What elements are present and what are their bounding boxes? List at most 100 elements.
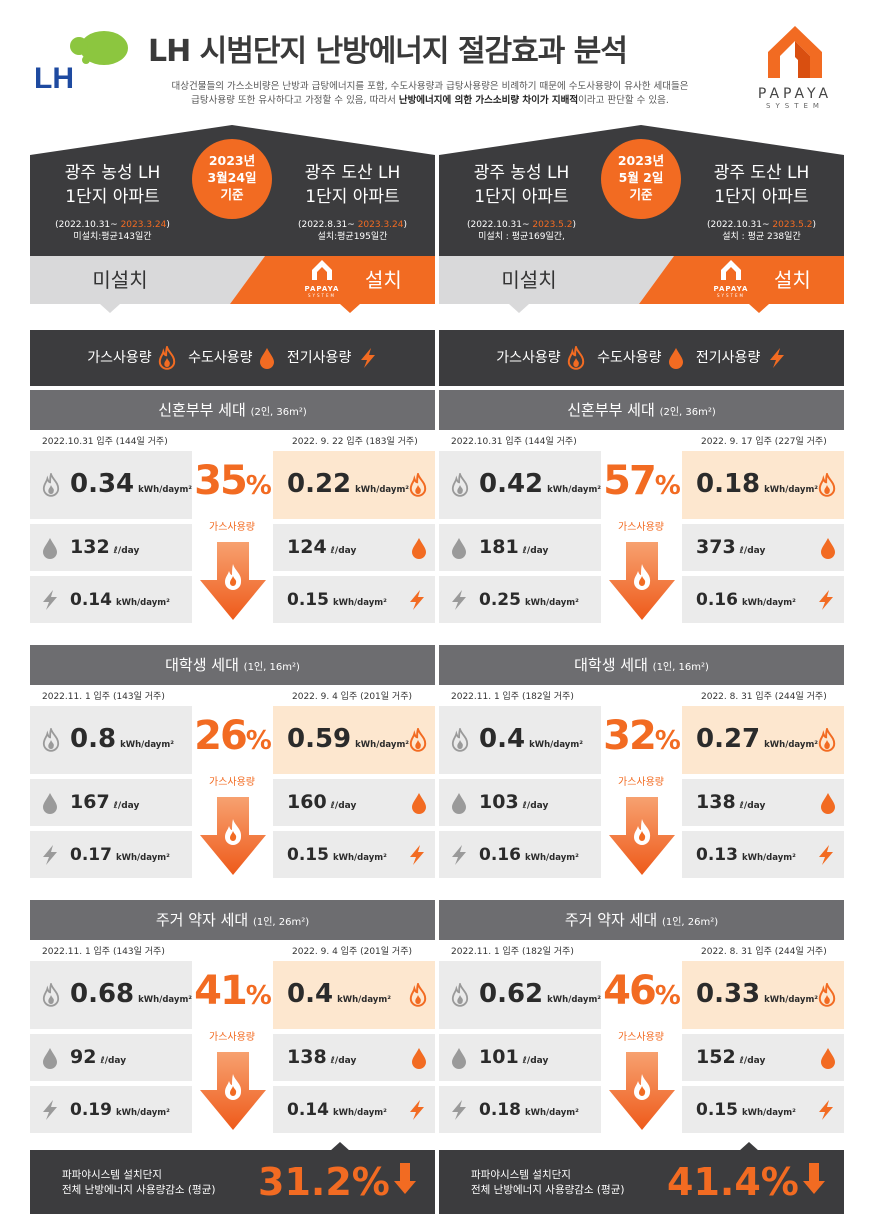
left-site-note: 미설치 : 평균169일간, (478, 232, 565, 242)
flame-icon (451, 726, 469, 756)
left-gas-value: 0.4 kWh/daym² (479, 724, 583, 754)
right-move-in: 2022. 9. 4 입주 (201일 거주) (292, 692, 412, 702)
left-water-number: 132 (70, 536, 110, 558)
summary-value: 31.2% (258, 1160, 416, 1204)
left-site-period: (2022.10.31~ 2023.3.24) (30, 219, 195, 231)
left-elec-value: 0.14 kWh/daym² (70, 590, 170, 610)
flame-icon (409, 981, 427, 1011)
badge-year: 2023년 (617, 153, 665, 168)
right-water-card: 160 ℓ/day (273, 779, 435, 826)
gas-reduction-label: 가스사용량 (618, 777, 664, 788)
right-electric-card: 0.15 kWh/daym² (273, 576, 435, 623)
elec-unit: kWh/daym² (741, 1108, 796, 1118)
papaya-mini-logo: PAPAYA SYSTEM (711, 259, 751, 301)
left-date-end: 2023.3.24 (120, 220, 167, 230)
papaya-mini-sub: SYSTEM (308, 293, 336, 298)
left-gas-card: 0.42 kWh/daym² (439, 451, 601, 519)
household-type: 주거 약자 세대 (564, 911, 658, 929)
left-move-in: 2022.11. 1 입주 (182일 거주) (451, 947, 574, 957)
left-site-note: 미설치:평균143일간 (73, 232, 152, 242)
water-drop-icon (820, 537, 836, 563)
date-badge: 2023년 5월 2일 기준 (601, 139, 681, 219)
legend-gas: 가스사용량 (496, 330, 585, 386)
flame-icon (818, 471, 836, 501)
left-water-value: 92 ℓ/day (70, 1046, 126, 1068)
status-not-installed: 미설치 (92, 268, 148, 292)
summary-pointer (739, 1142, 759, 1151)
water-drop-icon (451, 537, 467, 563)
left-water-number: 101 (479, 1046, 519, 1068)
right-move-in: 2022. 9. 22 입주 (183일 거주) (292, 437, 418, 447)
right-gas-value: 0.59 kWh/daym² (287, 724, 409, 754)
household-type: 신혼부부 세대 (567, 401, 655, 419)
water-drop-icon (259, 348, 275, 369)
gas-reduction-label: 가스사용량 (618, 1032, 664, 1043)
left-date-start: (2022.10.31~ (466, 220, 533, 230)
water-drop-icon (42, 537, 58, 563)
badge-date: 3월24일 (207, 170, 257, 185)
right-move-in: 2022. 9. 4 입주 (201일 거주) (292, 947, 412, 957)
left-electric-card: 0.17 kWh/daym² (30, 831, 192, 878)
left-move-in: 2022.11. 1 입주 (143일 거주) (42, 947, 165, 957)
right-gas-number: 0.4 (287, 979, 334, 1009)
elec-unit: kWh/daym² (332, 1108, 387, 1118)
papaya-word: PAPAYA (757, 86, 833, 102)
gas-reduction-percent: 35% (192, 458, 272, 504)
down-arrow-icon (393, 1163, 416, 1194)
badge-label: 기준 (629, 187, 653, 202)
household-detail: (2인, 36m²) (659, 407, 716, 418)
right-electric-card: 0.14 kWh/daym² (273, 1086, 435, 1133)
page-description: 대상건물들의 가스소비량은 난방과 급탕에너지를 포함, 수도사용량과 급탕사용… (120, 80, 740, 108)
gas-reduction-sign: % (654, 471, 681, 501)
right-elec-value: 0.13 kWh/daym² (696, 845, 796, 865)
lightning-icon (407, 1099, 427, 1125)
right-gas-card: 0.4 kWh/daym² (273, 961, 435, 1029)
left-elec-number: 0.18 (479, 1100, 521, 1120)
left-site-name: 광주 농성 LH (64, 163, 161, 183)
right-site-building: 1단지 아파트 (305, 187, 400, 207)
papaya-sub: SYSTEM (766, 102, 824, 110)
right-site-period: (2022.8.31~ 2023.3.24) (270, 219, 435, 231)
left-gas-number: 0.34 (70, 469, 135, 499)
site-header: 광주 농성 LH 1단지 아파트 (2022.10.31~ 2023.5.2) 미설치… (439, 125, 844, 325)
down-arrow-flame-icon (609, 1052, 675, 1132)
status-installed: 설치 (774, 268, 811, 292)
gas-reduction-sign: % (245, 471, 272, 501)
right-site-note: 설치:평균195일간 (317, 232, 388, 242)
left-gas-card: 0.4 kWh/daym² (439, 706, 601, 774)
right-electric-card: 0.13 kWh/daym² (682, 831, 844, 878)
left-water-value: 132 ℓ/day (70, 536, 139, 558)
down-arrow-flame-icon (200, 1052, 266, 1132)
right-elec-number: 0.13 (696, 845, 738, 865)
household-detail: (1인, 26m²) (661, 917, 719, 928)
left-move-in: 2022.10.31 입주 (144일 거주) (42, 437, 168, 447)
lightning-icon (449, 589, 469, 615)
left-gas-number: 0.62 (479, 979, 544, 1009)
water-unit: ℓ/day (739, 801, 766, 811)
left-water-number: 167 (70, 791, 110, 813)
right-water-number: 124 (287, 536, 327, 558)
right-gas-card: 0.18 kWh/daym² (682, 451, 844, 519)
household-detail: (1인, 16m²) (243, 662, 300, 673)
legend-water-label: 수도사용량 (188, 350, 253, 366)
left-electric-card: 0.18 kWh/daym² (439, 1086, 601, 1133)
lightning-icon (449, 1099, 469, 1125)
water-unit: ℓ/day (113, 546, 140, 556)
elec-unit: kWh/daym² (741, 853, 796, 863)
household-type: 대학생 세대 (574, 656, 648, 674)
right-electric-card: 0.15 kWh/daym² (682, 1086, 844, 1133)
left-move-in: 2022.11. 1 입주 (182일 거주) (451, 692, 574, 702)
flame-icon (158, 344, 176, 370)
water-unit: ℓ/day (330, 546, 357, 556)
gas-unit: kWh/daym² (337, 995, 391, 1005)
gas-unit: kWh/daym² (355, 485, 410, 495)
household-type: 주거 약자 세대 (155, 911, 249, 929)
summary-percent: 31.2% (258, 1160, 390, 1204)
water-drop-icon (668, 348, 684, 369)
left-water-value: 167 ℓ/day (70, 791, 139, 813)
left-site-building: 1단지 아파트 (474, 187, 569, 207)
gas-unit: kWh/daym² (138, 995, 193, 1005)
gas-reduction-percent: 32% (601, 713, 681, 759)
left-electric-card: 0.19 kWh/daym² (30, 1086, 192, 1133)
right-site-name: 광주 도산 LH (304, 163, 401, 183)
